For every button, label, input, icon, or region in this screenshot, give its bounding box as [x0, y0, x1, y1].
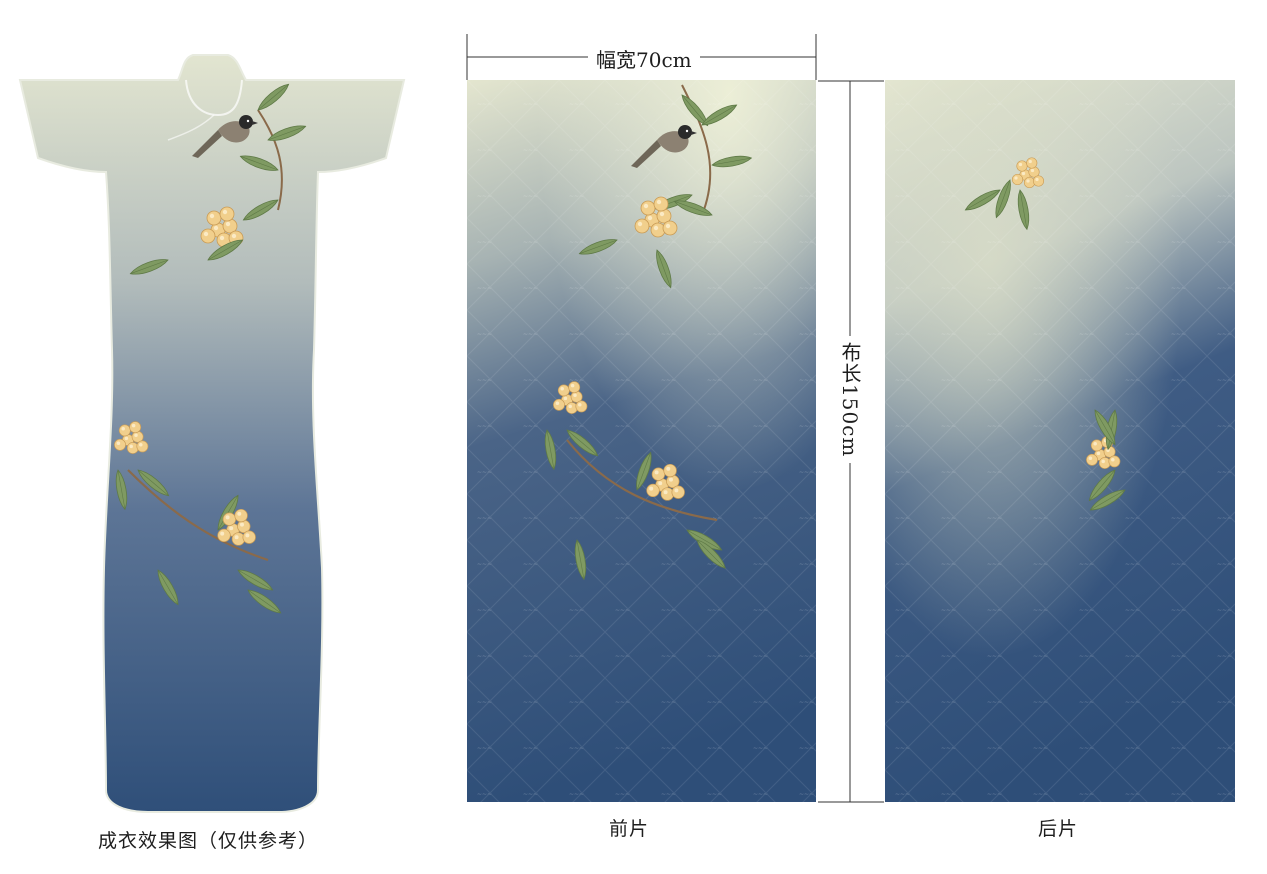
- length-label: 布长150cm: [836, 336, 869, 464]
- back-panel-label: 后片: [1038, 818, 1079, 840]
- qipao-illustration: [18, 54, 406, 813]
- width-label: 幅宽70cm: [588, 44, 700, 73]
- qipao-preview: [18, 50, 408, 815]
- preview-caption: 成衣效果图（仅供参考）: [98, 830, 319, 852]
- front-panel: [467, 80, 816, 802]
- front-panel-label: 前片: [609, 818, 650, 840]
- back-panel: [885, 80, 1235, 802]
